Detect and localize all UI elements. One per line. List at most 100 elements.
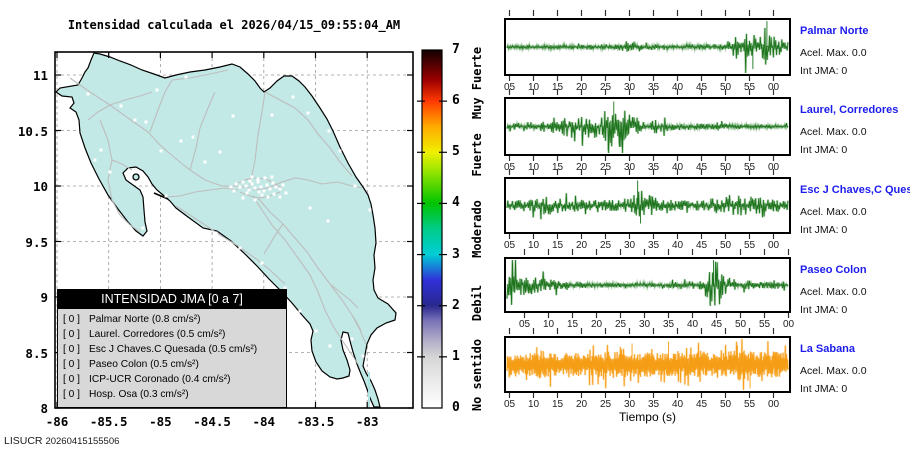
- seismogram-trace-halo: [505, 259, 789, 306]
- time-tick-label: 50: [719, 162, 732, 173]
- acceleration-max-label: Acel. Max. 0.0: [800, 47, 867, 59]
- time-tick-label: 25: [599, 240, 612, 251]
- time-tick-label: 10: [527, 162, 540, 173]
- legend-item-intensity: [ 0 ]: [63, 329, 80, 341]
- time-tick-label: 05: [503, 399, 516, 410]
- seismogram-trace: [506, 27, 789, 74]
- station-dot: [179, 139, 183, 143]
- station-dot: [247, 188, 251, 192]
- legend-item-intensity: [ 0 ]: [63, 389, 80, 401]
- time-tick-label: 10: [527, 82, 540, 93]
- acceleration-max-label: Acel. Max. 0.0: [800, 126, 867, 138]
- road-line: [249, 91, 266, 187]
- station-dot: [350, 337, 354, 341]
- station-name-label: Palmar Norte: [800, 25, 869, 37]
- map-region: [54, 51, 414, 409]
- time-tick-label: 25: [599, 162, 612, 173]
- station-dot: [218, 150, 222, 154]
- station-dot: [248, 179, 252, 183]
- station-dot: [245, 191, 249, 195]
- intensity-category-label: Fuerte: [470, 133, 484, 177]
- station-dot: [232, 189, 236, 193]
- legend-item-station: Esc J Chaves.C Quesada (0.5 cm/s²): [89, 344, 258, 356]
- map-lon-label: -83.5: [296, 414, 335, 429]
- time-tick-label: 35: [647, 162, 660, 173]
- road-line: [351, 314, 362, 332]
- colorbar-value-label: 3: [452, 246, 460, 262]
- time-tick-label: 00: [767, 162, 780, 173]
- map-lat-label: 10.5: [17, 123, 48, 139]
- station-dot: [214, 231, 218, 235]
- road-line: [69, 77, 251, 189]
- station-dot: [234, 182, 238, 186]
- road-line: [111, 159, 133, 171]
- map-lon-label: -83: [355, 414, 379, 429]
- time-tick-label: 00: [767, 399, 780, 410]
- station-dot: [298, 309, 302, 313]
- colorbar-value-label: 2: [452, 297, 460, 313]
- legend-header: INTENSIDAD JMA [0 a 7]: [57, 289, 287, 309]
- time-tick-label: 25: [599, 399, 612, 410]
- waveform-panel: [504, 89, 791, 161]
- time-tick-label: 40: [671, 399, 684, 410]
- station-dot: [238, 246, 242, 250]
- station-name-label: Paseo Colon: [800, 264, 867, 276]
- map-lon-label: -85.5: [89, 414, 128, 429]
- station-dot: [253, 186, 257, 190]
- time-tick-label: 20: [575, 399, 588, 410]
- colorbar: [417, 49, 447, 409]
- station-dot: [238, 185, 242, 189]
- time-tick-label: 05: [503, 162, 516, 173]
- station-dot: [283, 286, 287, 290]
- station-dot: [291, 95, 295, 99]
- colorbar-value-label: 0: [452, 400, 460, 415]
- intensity-category-label: Muy Fuerte: [470, 47, 484, 120]
- time-tick-label: 45: [695, 399, 708, 410]
- time-tick-label: 10: [542, 319, 555, 330]
- station-dot: [270, 113, 274, 117]
- colorbar-value-label: 5: [452, 144, 460, 160]
- time-tick-label: 55: [743, 82, 756, 93]
- map-title: Intensidad calculada el 2026/04/15_09:55…: [67, 18, 401, 32]
- station-dot: [328, 344, 332, 348]
- map-frame: [54, 51, 414, 409]
- panel-frame: [504, 177, 791, 234]
- time-tick-label: 15: [551, 240, 564, 251]
- station-dot: [326, 219, 330, 223]
- road-line: [264, 91, 353, 177]
- road-line: [329, 283, 359, 309]
- road-line: [165, 187, 239, 198]
- time-tick-label: 05: [503, 82, 516, 93]
- legend-item: [ 0 ] Hosp. Osa (0.3 cm/s²): [63, 387, 286, 402]
- station-dot: [108, 170, 112, 174]
- legend-item-station: Laurel. Corredores (0.5 cm/s²): [89, 329, 226, 341]
- station-dot: [133, 118, 137, 122]
- station-dot: [278, 195, 282, 199]
- legend-item: [ 0 ] Esc J Chaves.C Quesada (0.5 cm/s²): [63, 342, 286, 357]
- station-dot: [256, 177, 260, 181]
- intensity-legend: INTENSIDAD JMA [0 a 7] [ 0 ] Palmar Norte…: [57, 289, 287, 408]
- station-dot: [198, 227, 202, 231]
- colorbar-value-label: 7: [452, 42, 460, 57]
- station-dot: [164, 194, 168, 198]
- time-tick-label: 00: [767, 82, 780, 93]
- station-dot: [93, 158, 97, 162]
- time-tick-label: 35: [647, 240, 660, 251]
- time-tick-label: 30: [623, 399, 636, 410]
- time-tick-label: 50: [719, 82, 732, 93]
- time-tick-label: 40: [686, 319, 699, 330]
- road-line: [252, 177, 363, 191]
- station-dot: [308, 206, 312, 210]
- legend-item-intensity: [ 0 ]: [63, 359, 80, 371]
- road-line: [171, 69, 229, 81]
- legend-item-intensity: [ 0 ]: [63, 314, 80, 325]
- station-dot: [272, 192, 276, 196]
- station-dot: [361, 354, 365, 358]
- time-tick-label: 45: [695, 240, 708, 251]
- time-tick-label: 50: [719, 399, 732, 410]
- seismogram-trace-halo: [505, 110, 789, 154]
- station-dot: [284, 191, 288, 195]
- time-axis-label: Tiempo (s): [619, 410, 676, 424]
- station-dot: [155, 88, 159, 92]
- timestamp-label: 20260415155506: [45, 436, 120, 447]
